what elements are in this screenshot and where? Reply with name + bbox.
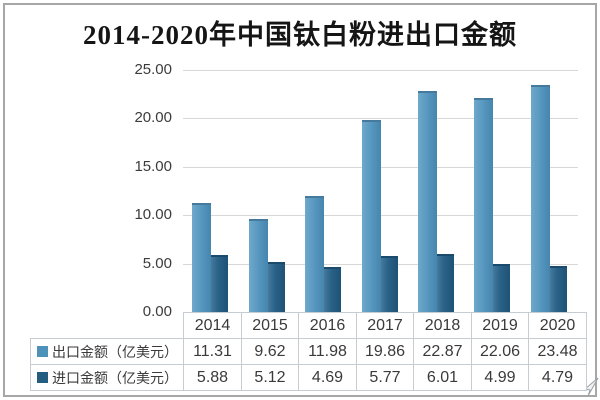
y-axis-tick-label: 10.00	[134, 206, 172, 223]
bar-export-2016	[305, 196, 324, 312]
bar-export-2018	[418, 91, 437, 312]
legend-marker-export-icon	[37, 346, 48, 357]
value-cell: 6.01	[413, 364, 472, 391]
legend-cell-import: 进口金额（亿美元）	[30, 364, 184, 391]
gridline	[183, 118, 578, 119]
value-cell: 4.79	[528, 364, 587, 391]
y-axis-tick-label: 5.00	[142, 255, 172, 272]
chart-title: 2014-2020年中国钛白粉进出口金额	[83, 20, 517, 50]
y-axis-tick-label: 15.00	[134, 158, 172, 175]
value-cell: 5.88	[183, 364, 242, 391]
legend-label: 进口金额（亿美元）	[52, 369, 178, 386]
legend-label: 出口金额（亿美元）	[52, 343, 178, 360]
mouse-cursor-icon	[584, 377, 599, 397]
legend-marker-import-icon	[37, 372, 48, 383]
bar-export-2015	[249, 219, 268, 312]
value-cell: 23.48	[528, 338, 587, 365]
year-header-cell: 2018	[413, 312, 472, 339]
value-cell: 5.77	[356, 364, 414, 391]
bar-export-2017	[362, 120, 381, 312]
value-cell: 11.31	[183, 338, 242, 365]
year-header-cell: 2015	[241, 312, 299, 339]
bar-import-2015	[268, 262, 285, 312]
bar-import-2014	[211, 255, 228, 312]
bar-import-2016	[324, 267, 341, 312]
year-header-cell: 2014	[183, 312, 242, 339]
y-axis-tick-label: 20.00	[134, 109, 172, 126]
value-cell: 19.86	[356, 338, 414, 365]
bar-export-2014	[192, 203, 211, 312]
bar-export-2019	[474, 98, 493, 312]
value-cell: 9.62	[241, 338, 299, 365]
bar-import-2018	[437, 254, 454, 312]
bar-import-2017	[381, 256, 398, 312]
year-header-cell: 2017	[356, 312, 414, 339]
value-cell: 22.87	[413, 338, 472, 365]
y-axis-tick-label: 25.00	[134, 61, 172, 78]
year-header-cell: 2016	[298, 312, 357, 339]
gridline	[183, 70, 578, 71]
bar-export-2020	[531, 85, 550, 312]
y-axis-tick-label: 0.00	[142, 303, 172, 320]
value-cell: 5.12	[241, 364, 299, 391]
legend-cell-export: 出口金额（亿美元）	[30, 338, 184, 365]
value-cell: 22.06	[471, 338, 529, 365]
bar-import-2019	[493, 264, 510, 312]
bar-import-2020	[550, 266, 567, 312]
year-header-cell: 2019	[471, 312, 529, 339]
year-header-cell: 2020	[528, 312, 587, 339]
value-cell: 4.99	[471, 364, 529, 391]
value-cell: 4.69	[298, 364, 357, 391]
value-cell: 11.98	[298, 338, 357, 365]
